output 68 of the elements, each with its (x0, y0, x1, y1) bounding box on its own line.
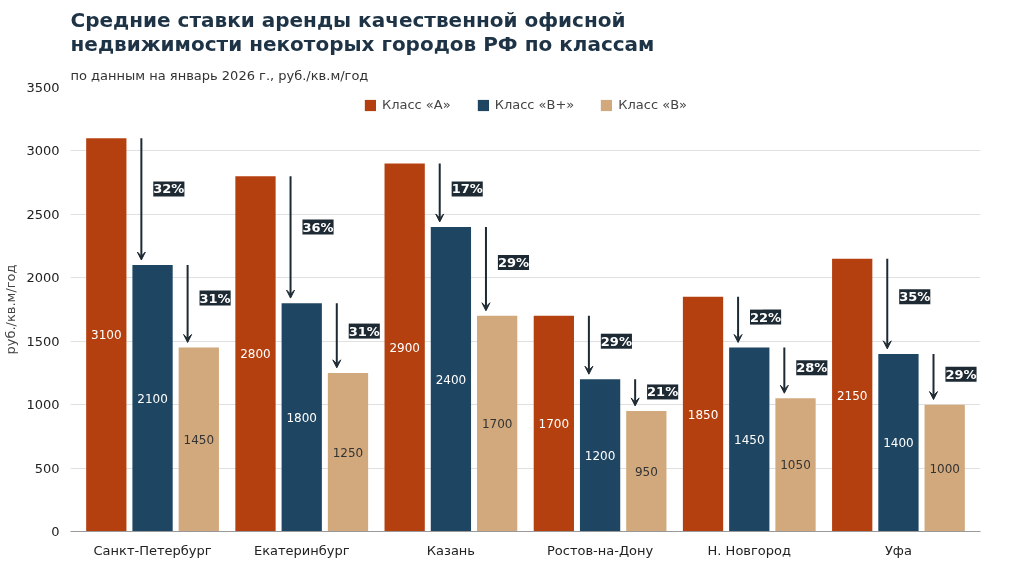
y-tick-label: 3000 (26, 143, 60, 159)
y-tick-label: 500 (34, 460, 60, 476)
data-label: 1700 (481, 417, 513, 432)
data-label: 2800 (240, 347, 271, 362)
bar (579, 379, 621, 532)
legend-label: Класс «А» (381, 97, 451, 112)
data-label: 1450 (734, 433, 765, 448)
x-tick-label: Санкт-Петербург (93, 542, 212, 558)
bar (281, 303, 322, 532)
data-label: 1450 (183, 433, 215, 448)
data-label: 1050 (780, 458, 811, 473)
data-label: 2900 (389, 341, 420, 356)
data-label: 1250 (332, 445, 364, 460)
bar (878, 353, 919, 532)
annotation: 28% (796, 360, 828, 376)
chart-subtitle: по данным на январь 2026 г., руб./кв.м/год (70, 67, 369, 83)
legend-label: Класс «В+» (494, 97, 575, 112)
x-tick-label: Уфа (884, 542, 912, 558)
data-label: 1200 (584, 448, 616, 463)
data-label: 1400 (883, 436, 914, 451)
data-label: 3100 (91, 328, 122, 343)
annotation: 31% (348, 323, 380, 339)
bar (86, 138, 127, 532)
bar (775, 398, 816, 532)
annotation: 32% (153, 181, 185, 197)
data-label: 2100 (137, 391, 168, 406)
bar (533, 315, 574, 532)
bar (178, 347, 219, 532)
bar (327, 372, 369, 532)
annotation: 31% (199, 290, 231, 306)
annotation: 35% (899, 289, 931, 305)
bar (384, 163, 425, 532)
y-tick-label: 1500 (26, 333, 60, 349)
data-label: 2400 (435, 372, 467, 387)
bar (477, 315, 518, 532)
data-label: 1000 (929, 461, 960, 476)
data-label: 1700 (538, 417, 570, 432)
annotation: 36% (302, 219, 334, 235)
annotation: 21% (647, 384, 679, 400)
y-tick-label: 2500 (26, 206, 60, 222)
x-tick-label: Казань (426, 542, 476, 558)
legend-label: Класс «В» (618, 97, 688, 112)
x-tick-label: Екатеринбург (253, 542, 350, 558)
y-tick-label: 0 (51, 524, 60, 539)
x-tick-label: Н. Новгород (707, 542, 791, 558)
x-tick-label: Ростов-на-Дону (546, 542, 654, 558)
bar (430, 227, 472, 532)
bar (132, 265, 173, 532)
y-tick-label: 1000 (26, 397, 60, 413)
bar (682, 296, 724, 532)
data-label: 2150 (836, 388, 868, 403)
bar (235, 176, 276, 532)
bar (924, 404, 965, 532)
chart-title: Средние ставки аренды качественной офисной недвижимости некоторых городов РФ по классам (70, 7, 655, 56)
annotation: 29% (497, 255, 530, 271)
data-label: 950 (634, 464, 658, 479)
y-tick-label: 3500 (26, 80, 60, 95)
annotation: 17% (451, 181, 483, 197)
data-label: 1800 (286, 410, 318, 425)
bar (626, 410, 667, 532)
bar (729, 347, 770, 532)
annotation: 22% (750, 309, 782, 325)
annotation: 29% (945, 366, 977, 382)
y-axis-title: руб./кв.м/год (3, 264, 19, 355)
data-label: 1850 (687, 407, 719, 422)
y-tick-label: 2000 (26, 270, 60, 286)
bar (832, 258, 873, 532)
annotation: 29% (600, 333, 632, 349)
